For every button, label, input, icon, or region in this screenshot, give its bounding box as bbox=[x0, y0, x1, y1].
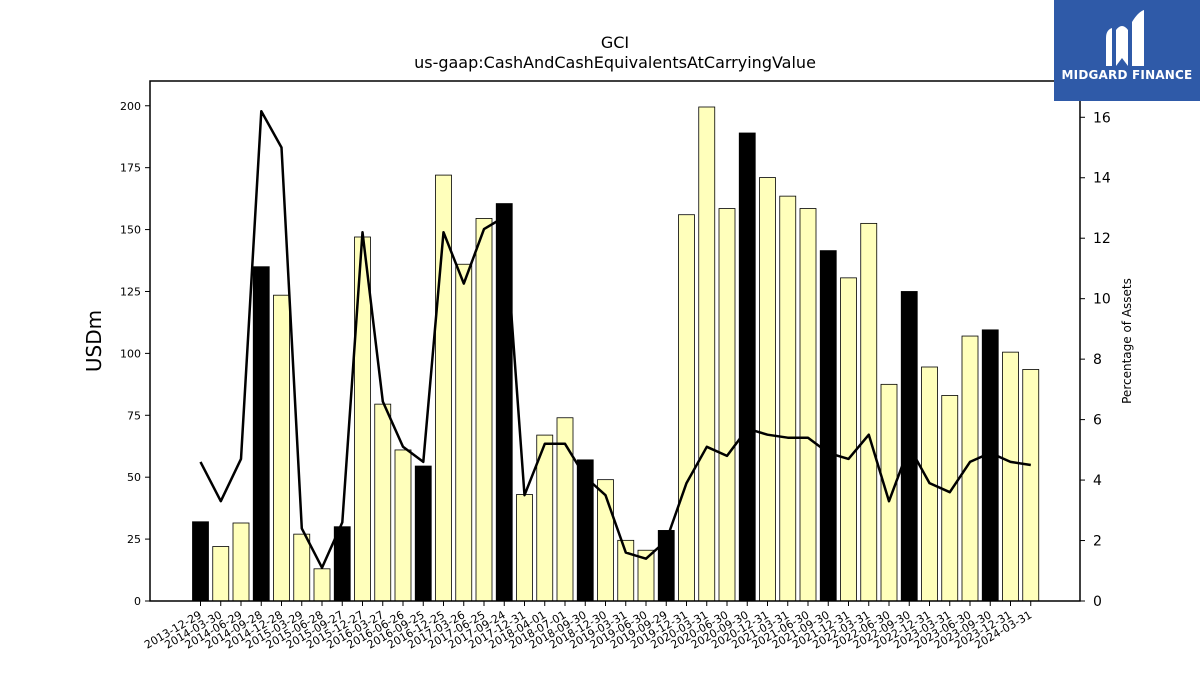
y-tick-label: 25 bbox=[127, 533, 141, 546]
y2-tick-label: 6 bbox=[1093, 413, 1102, 429]
bar bbox=[374, 403, 392, 602]
bar bbox=[232, 522, 250, 602]
y-tick-label: 200 bbox=[120, 100, 141, 113]
bar bbox=[293, 533, 311, 602]
bar bbox=[840, 277, 857, 602]
bar bbox=[819, 250, 837, 602]
y2-axis-label: Percentage of Assets bbox=[1120, 278, 1134, 404]
plot-frame bbox=[149, 80, 1081, 602]
y2-tick-label: 10 bbox=[1093, 292, 1111, 308]
bar bbox=[354, 236, 371, 602]
bar bbox=[941, 395, 959, 602]
y-tick-label: 150 bbox=[120, 224, 141, 237]
bar bbox=[981, 329, 999, 602]
bar bbox=[475, 218, 493, 602]
y2-tick-label: 2 bbox=[1093, 534, 1102, 550]
midgard-logo-icon bbox=[1106, 10, 1144, 66]
brand-name: MIDGARD FINANCE bbox=[1061, 68, 1193, 82]
bar bbox=[799, 208, 817, 602]
y-tick-label: 125 bbox=[120, 285, 141, 298]
line-series bbox=[199, 109, 1031, 569]
bar bbox=[394, 449, 412, 602]
chart-subtitle: us-gaap:CashAndCashEquivalentsAtCarrying… bbox=[414, 53, 816, 72]
bar bbox=[779, 195, 797, 602]
bar bbox=[495, 203, 513, 602]
bar bbox=[880, 383, 898, 602]
y2-tick-label: 0 bbox=[1093, 594, 1102, 610]
bar bbox=[212, 546, 230, 602]
y-tick-label: 75 bbox=[127, 409, 141, 422]
y-tick-label: 100 bbox=[120, 347, 141, 360]
y2-tick-label: 16 bbox=[1093, 110, 1111, 126]
bar bbox=[313, 568, 331, 602]
bar-series bbox=[192, 106, 1040, 602]
bar bbox=[1002, 351, 1019, 602]
series-line bbox=[199, 109, 1031, 569]
bar bbox=[759, 177, 776, 602]
y2-tick-label: 8 bbox=[1093, 352, 1102, 368]
bar bbox=[738, 132, 756, 602]
bar bbox=[860, 222, 878, 602]
bar bbox=[678, 214, 695, 602]
bar bbox=[718, 208, 736, 602]
y-tick-label: 175 bbox=[120, 162, 141, 175]
y-axis-label: USDm bbox=[82, 310, 106, 372]
y-tick-label: 0 bbox=[134, 595, 141, 608]
bar bbox=[455, 263, 473, 602]
bar bbox=[192, 521, 209, 602]
bar bbox=[698, 106, 716, 602]
bar bbox=[1022, 369, 1040, 602]
axes: 025507510012515017520002468101214162013-… bbox=[120, 80, 1111, 652]
y2-tick-label: 12 bbox=[1093, 231, 1111, 247]
bar bbox=[516, 494, 533, 602]
brand-logo: MIDGARD FINANCE bbox=[1054, 0, 1200, 101]
y2-tick-label: 14 bbox=[1093, 171, 1111, 187]
bar bbox=[252, 266, 270, 602]
y2-tick-label: 4 bbox=[1093, 473, 1102, 489]
chart-title: GCI bbox=[601, 33, 629, 52]
y-tick-label: 50 bbox=[127, 471, 141, 484]
bar bbox=[273, 294, 290, 602]
bar bbox=[414, 465, 432, 602]
